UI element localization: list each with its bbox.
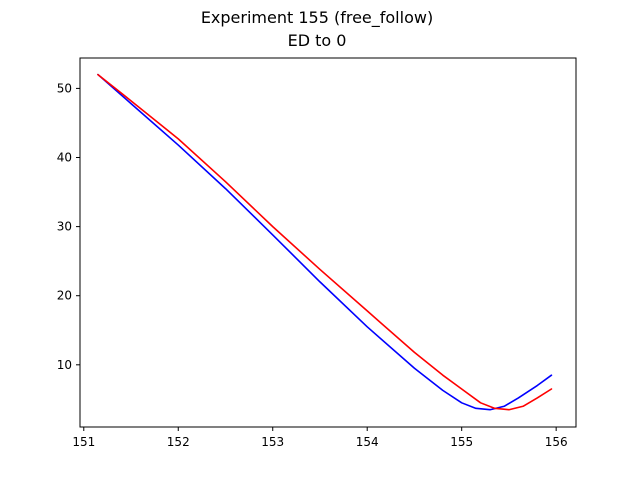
x-tick-label: 155: [450, 435, 473, 449]
y-tick-label: 10: [57, 358, 72, 372]
chart-subtitle: ED to 0: [288, 31, 347, 50]
x-tick-label: 156: [545, 435, 568, 449]
tick-layer: 151 152 153 154 155 156 10 20 30 40 50: [57, 81, 568, 449]
y-tick-label: 20: [57, 289, 72, 303]
series-line-2: [97, 73, 553, 411]
x-tick-label: 152: [167, 435, 190, 449]
x-tick-label: 153: [261, 435, 284, 449]
y-tick-label: 40: [57, 151, 72, 165]
y-tick-label: 30: [57, 220, 72, 234]
x-tick-label: 154: [356, 435, 379, 449]
series-line-1: [97, 73, 553, 411]
plot-area-frame: [79, 57, 577, 428]
x-tick-label: 151: [72, 435, 95, 449]
chart-title: Experiment 155 (free_follow): [201, 8, 433, 28]
y-tick-label: 50: [57, 81, 72, 95]
series-layer: [97, 73, 553, 411]
